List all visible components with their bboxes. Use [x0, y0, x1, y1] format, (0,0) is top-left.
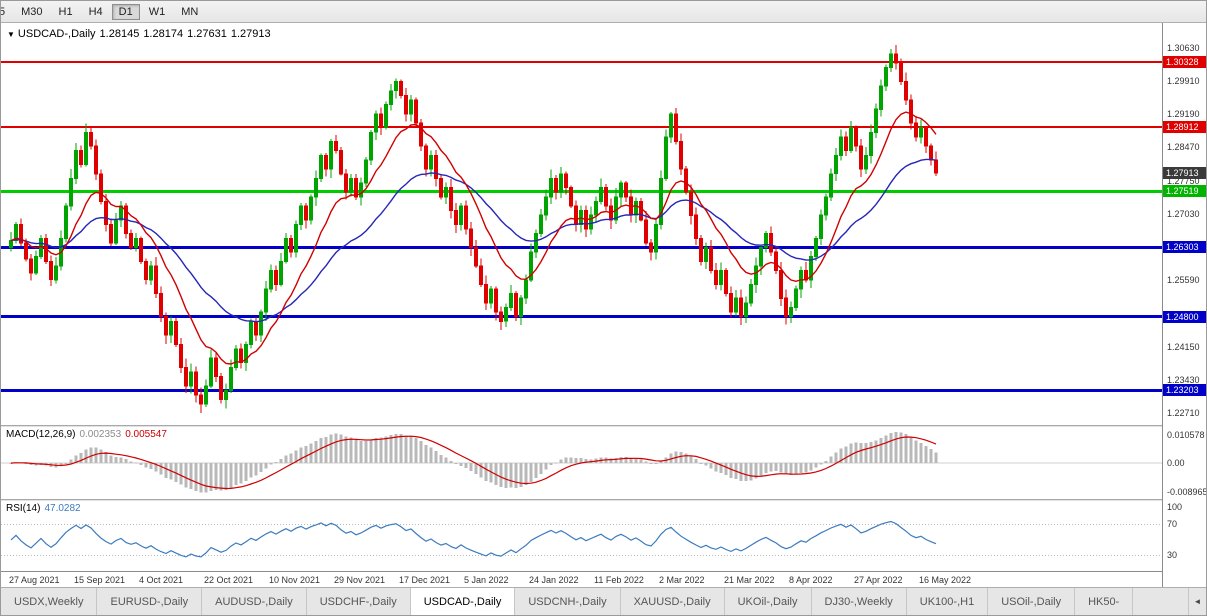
time-axis-label: 10 Nov 2021 [269, 575, 321, 585]
chart-tab-audusd-daily[interactable]: AUDUSD-,Daily [202, 588, 307, 615]
price-axis-badge: 1.27519 [1163, 185, 1206, 197]
chart-tab-usdcnh-daily[interactable]: USDCNH-,Daily [515, 588, 621, 615]
chart-tab-ukoil-daily[interactable]: UKOil-,Daily [724, 588, 812, 615]
time-axis-label: 5 Jan 2022 [464, 575, 509, 585]
time-axis-label: 17 Dec 2021 [399, 575, 451, 585]
macd-label: MACD(12,26,9) [6, 429, 76, 440]
quote-low: 1.27631 [187, 28, 227, 40]
timeframe-button-D1[interactable]: D1 [111, 3, 140, 20]
macd-chart-canvas[interactable] [1, 427, 1162, 499]
price-axis-label: 1.22710 [1167, 408, 1200, 418]
price-axis-label: 1.27750 [1167, 176, 1200, 186]
price-axis-badge: 1.30328 [1163, 56, 1206, 68]
price-panel[interactable]: ▼ USDCAD-,Daily 1.28145 1.28174 1.27631 1.279… [1, 23, 1162, 425]
candlestick-series [9, 44, 938, 413]
tabs-scroll-left-button[interactable]: ◄ [1188, 588, 1206, 615]
chart-tab-uk100-h1[interactable]: UK100-,H1 [906, 588, 989, 615]
price-axis-label: 1.24150 [1167, 342, 1200, 352]
timeframe-button-W1[interactable]: W1 [148, 5, 166, 18]
price-axis-badge: 1.26303 [1163, 241, 1206, 253]
price-axis-column[interactable]: 1.30630 1.29910 1.29190 1.28470 1.27750 1.270… [1162, 23, 1206, 587]
left-arrow-icon: ◄ [1193, 597, 1202, 606]
chart-title: ▼ USDCAD-,Daily 1.28145 1.28174 1.27631 1.279… [7, 28, 275, 40]
chart-tab-dj30-weekly[interactable]: DJ30-,Weekly [811, 588, 907, 615]
macd-title: MACD(12,26,9) 0.002353 0.005547 [6, 429, 171, 440]
macd-panel[interactable]: MACD(12,26,9) 0.002353 0.005547 [1, 427, 1162, 499]
timeframe-button-MN[interactable]: MN [181, 5, 199, 18]
ma-slow-line [10, 158, 937, 323]
time-axis-label: 27 Aug 2021 [9, 575, 60, 585]
rsi-axis-label: 70 [1167, 519, 1178, 529]
macd-axis-label: 0.010578 [1167, 430, 1205, 440]
quote-close: 1.27913 [230, 28, 271, 40]
price-axis-label: 1.25590 [1167, 275, 1200, 285]
chart-tab-eurusd-daily[interactable]: EURUSD-,Daily [97, 588, 203, 615]
time-axis-label: 21 Mar 2022 [724, 575, 775, 585]
chart-tab-usdcad-daily[interactable]: USDCAD-,Daily [410, 588, 516, 615]
ma-fast-line [10, 111, 937, 365]
price-axis-label: 1.27030 [1167, 209, 1200, 219]
rsi-title: RSI(14) 47.0282 [6, 503, 85, 514]
quote-open: 1.28145 [99, 28, 140, 40]
rsi-chart-canvas[interactable] [1, 501, 1162, 571]
rsi-panel[interactable]: RSI(14) 47.0282 [1, 501, 1162, 571]
rsi-axis-label: 30 [1167, 550, 1178, 560]
chart-tab-usdx-weekly[interactable]: USDX,Weekly [1, 588, 98, 615]
price-axis-label: 1.30630 [1167, 43, 1200, 53]
macd-signal-line [10, 435, 937, 490]
chart-dropdown-icon[interactable]: ▼ [7, 30, 15, 39]
chart-symbol-label: USDCAD-,Daily [17, 28, 96, 40]
time-axis-label: 24 Jan 2022 [529, 575, 579, 585]
time-axis-label: 22 Oct 2021 [204, 575, 254, 585]
panel-splitter[interactable] [1, 499, 1162, 501]
macd-main-value: 0.002353 [79, 429, 122, 440]
price-axis-label: 1.29910 [1167, 76, 1200, 86]
chart-tab-xauusd-daily[interactable]: XAUUSD-,Daily [620, 588, 725, 615]
rsi-value: 47.0282 [44, 503, 81, 514]
timeframe-button-5[interactable]: 5 [1, 4, 12, 20]
time-axis-label: 15 Sep 2021 [74, 575, 126, 585]
panel-splitter[interactable] [1, 425, 1162, 427]
price-axis-badge: 1.24800 [1163, 311, 1206, 323]
quote-high: 1.28174 [143, 28, 184, 40]
price-axis-badge: 1.28912 [1163, 121, 1206, 133]
price-axis-badge: 1.27913 [1163, 167, 1206, 179]
time-axis-label: 29 Nov 2021 [334, 575, 386, 585]
time-axis[interactable]: 27 Aug 2021 15 Sep 2021 4 Oct 2021 22 Oct 2… [1, 571, 1162, 587]
rsi-line [10, 520, 937, 558]
time-axis-label: 16 May 2022 [919, 575, 972, 585]
rsi-label: RSI(14) [6, 503, 41, 514]
price-chart-canvas[interactable] [1, 23, 1162, 425]
timeframe-toolbar: 5 M30 H1 H4 D1 W1 MN [1, 1, 1206, 23]
chart-area: ▼ USDCAD-,Daily 1.28145 1.28174 1.27631 1.279… [1, 23, 1206, 587]
chart-tabs-bar: USDX,Weekly EURUSD-,Daily AUDUSD-,Daily USD… [1, 587, 1206, 615]
price-axis-label: 1.28470 [1167, 142, 1200, 152]
time-axis-label: 2 Mar 2022 [659, 575, 705, 585]
rsi-axis-label: 100 [1167, 502, 1183, 512]
macd-axis-label: -0.008965 [1167, 487, 1206, 497]
time-axis-label: 27 Apr 2022 [854, 575, 903, 585]
timeframe-button-H4[interactable]: H4 [88, 5, 103, 18]
time-axis-label: 8 Apr 2022 [789, 575, 833, 585]
timeframe-button-H1[interactable]: H1 [58, 5, 73, 18]
macd-axis-label: 0.00 [1167, 458, 1185, 468]
chart-tab-usoil-daily[interactable]: USOil-,Daily [988, 588, 1076, 615]
timeframe-button-M30[interactable]: M30 [21, 5, 43, 18]
chart-tab-hk50-[interactable]: HK50- [1075, 588, 1134, 615]
price-axis-label: 1.29190 [1167, 109, 1200, 119]
time-axis-label: 4 Oct 2021 [139, 575, 184, 585]
chart-tab-usdchf-daily[interactable]: USDCHF-,Daily [306, 588, 411, 615]
price-axis-label: 1.23430 [1167, 375, 1200, 385]
time-axis-label: 11 Feb 2022 [594, 575, 644, 585]
price-axis-badge: 1.23203 [1163, 384, 1206, 396]
macd-signal-value: 0.005547 [125, 429, 167, 440]
